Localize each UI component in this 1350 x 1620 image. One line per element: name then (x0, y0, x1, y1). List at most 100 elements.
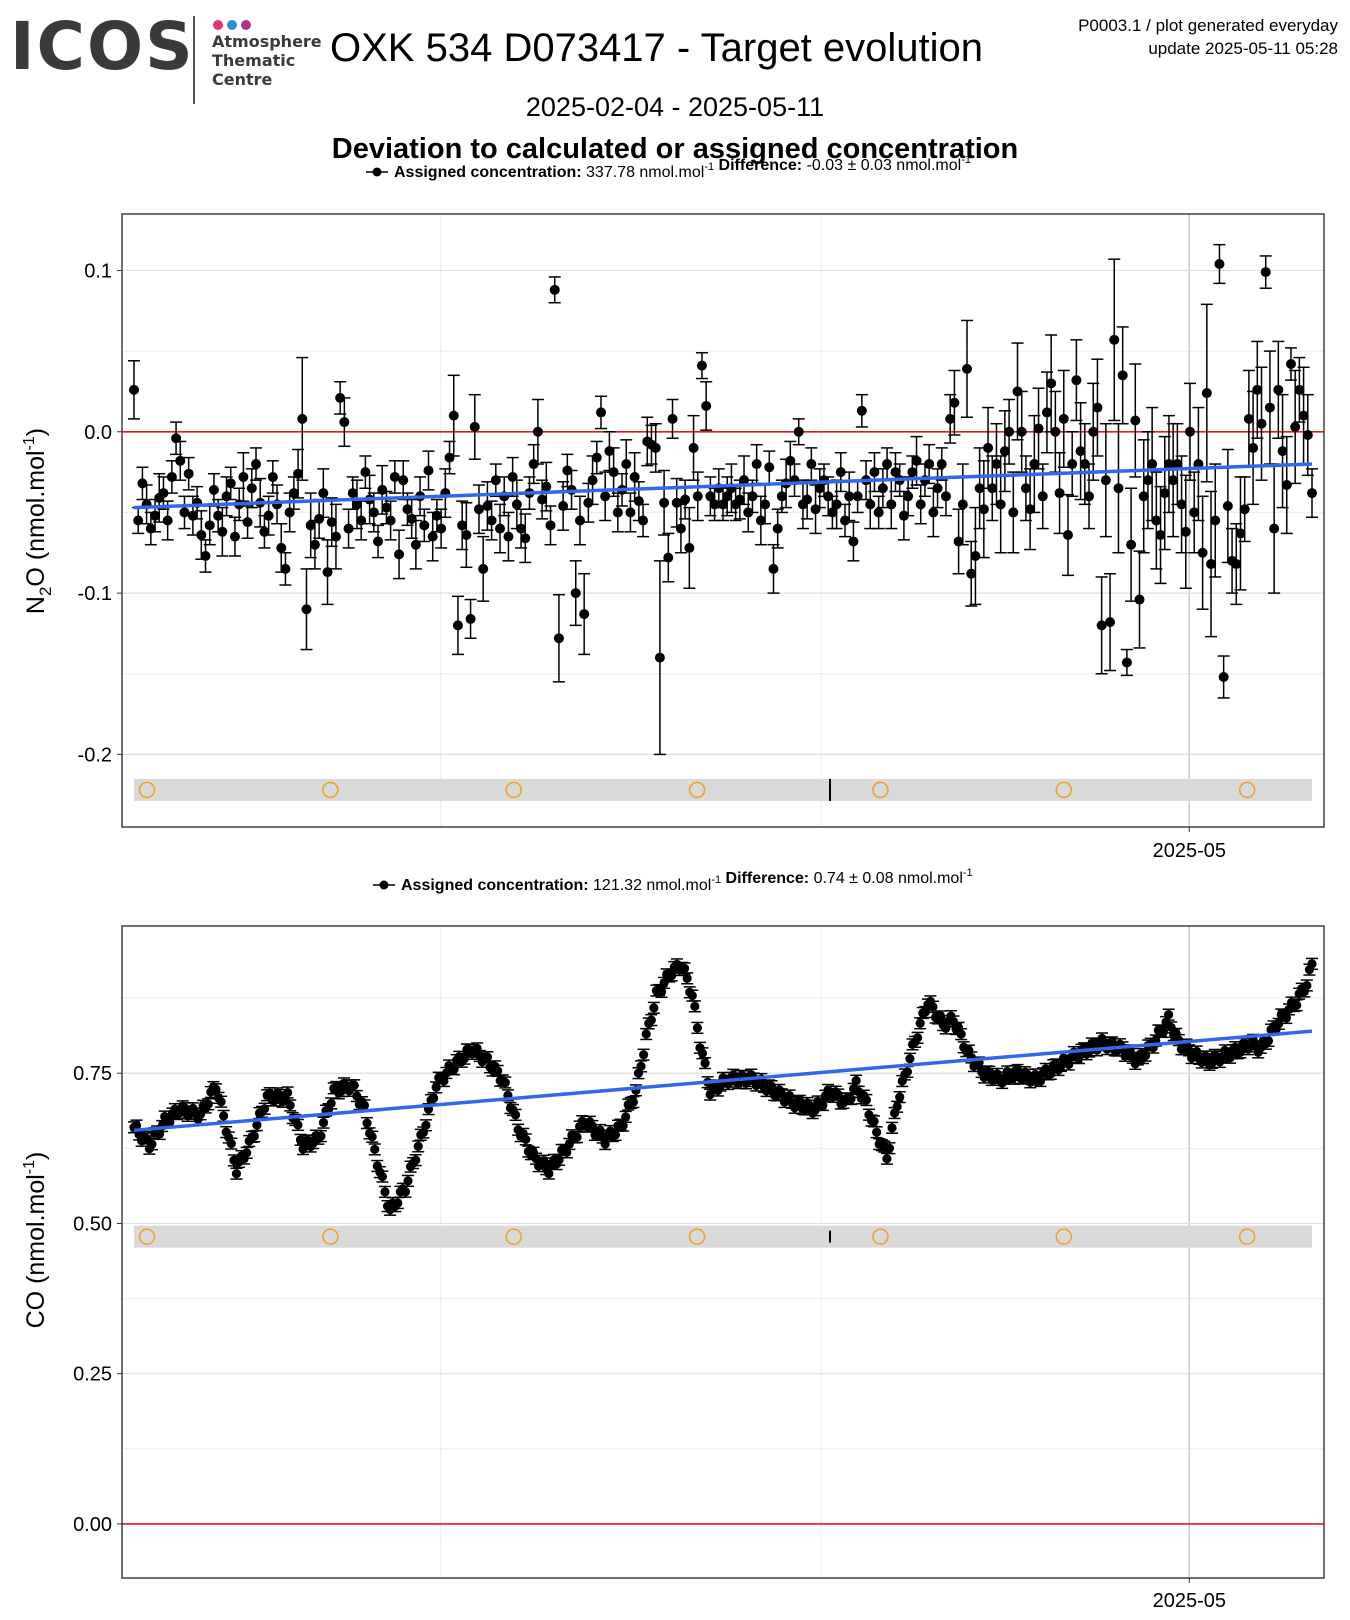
data-point (579, 609, 590, 620)
data-point (1105, 617, 1116, 628)
logo-separator (193, 16, 195, 104)
data-point (1260, 267, 1271, 278)
data-point (905, 1054, 915, 1064)
data-point (892, 1102, 902, 1112)
data-point (1256, 418, 1267, 429)
data-point (326, 517, 337, 528)
data-point (216, 1097, 226, 1107)
panel-border (121, 213, 1325, 828)
data-point (231, 1169, 242, 1179)
data-point (516, 523, 527, 534)
data-point (1206, 559, 1217, 570)
data-point (1269, 523, 1280, 534)
data-point (564, 1139, 574, 1149)
data-point (684, 542, 695, 553)
data-point (457, 520, 468, 531)
data-point (339, 417, 350, 428)
data-point (572, 1132, 582, 1142)
data-point (431, 1082, 441, 1092)
data-point (486, 515, 497, 526)
data-point (675, 523, 686, 534)
calibration-marker (138, 1228, 156, 1245)
data-point (932, 483, 943, 494)
data-point (1214, 259, 1225, 270)
data-point (831, 499, 842, 510)
data-point (349, 1080, 359, 1090)
data-point (436, 523, 447, 534)
data-point (625, 507, 636, 518)
data-point (1201, 388, 1212, 399)
data-point (150, 510, 161, 521)
data-point (1121, 657, 1132, 668)
data-point (1071, 375, 1082, 386)
data-point (1273, 384, 1284, 395)
y-label-close: ) (22, 428, 50, 436)
data-point (1243, 413, 1254, 424)
data-point (869, 1116, 879, 1126)
data-point (305, 520, 316, 531)
data-point (400, 1187, 411, 1197)
data-point (411, 1155, 421, 1165)
data-point (621, 459, 632, 470)
data-point (293, 1120, 303, 1130)
data-point (1292, 1000, 1302, 1010)
calibration-marker (1055, 781, 1073, 799)
data-point (1163, 459, 1174, 470)
logo-dot (227, 20, 237, 30)
data-point (793, 426, 804, 437)
data-point (495, 523, 506, 534)
y-label-exponent: -1 (21, 436, 38, 450)
data-point (654, 652, 665, 663)
data-point (1016, 426, 1027, 437)
data-point (423, 465, 434, 476)
data-point (583, 497, 594, 508)
page-title: OXK 534 D073417 - Target evolution (330, 26, 984, 70)
data-point (776, 491, 787, 502)
data-point (1075, 446, 1086, 457)
data-point (844, 491, 855, 502)
data-point (131, 1120, 142, 1131)
data-point (851, 1076, 861, 1086)
data-point (1117, 370, 1128, 381)
data-point (370, 1144, 380, 1154)
data-point (326, 1098, 336, 1109)
data-point (649, 1003, 659, 1013)
data-point (1126, 539, 1137, 550)
data-point (427, 531, 438, 542)
data-point (924, 459, 935, 470)
data-point (814, 483, 825, 494)
data-point (1062, 530, 1073, 541)
data-point (705, 1090, 715, 1100)
data-point (381, 502, 392, 513)
data-point (267, 471, 278, 482)
logo-dot (241, 20, 251, 30)
data-point (718, 499, 728, 510)
data-point (1008, 507, 1019, 518)
calibration-marker (505, 1228, 522, 1245)
data-point (936, 1011, 946, 1021)
data-point (907, 467, 918, 478)
data-point (890, 467, 901, 478)
data-point (1281, 1013, 1291, 1023)
data-point (242, 517, 253, 528)
calibration-marker (688, 1228, 706, 1245)
update-timestamp: update 2025-05-11 05:28 (1148, 39, 1338, 58)
data-point (650, 442, 661, 453)
data-point (251, 459, 262, 470)
data-point (1197, 547, 1208, 558)
data-point (544, 1168, 554, 1179)
data-point (1138, 491, 1149, 502)
data-point (377, 1171, 388, 1182)
data-point (747, 491, 758, 502)
data-point (219, 1111, 229, 1121)
data-point (1163, 1010, 1174, 1020)
data-point (1155, 530, 1166, 541)
data-point (359, 1100, 370, 1111)
data-point (1113, 483, 1124, 494)
data-point (469, 421, 480, 432)
data-point (734, 494, 745, 505)
data-point (285, 1100, 295, 1111)
data-point (1298, 410, 1309, 421)
calibration-marker (322, 781, 339, 799)
data-point (1046, 1069, 1056, 1079)
